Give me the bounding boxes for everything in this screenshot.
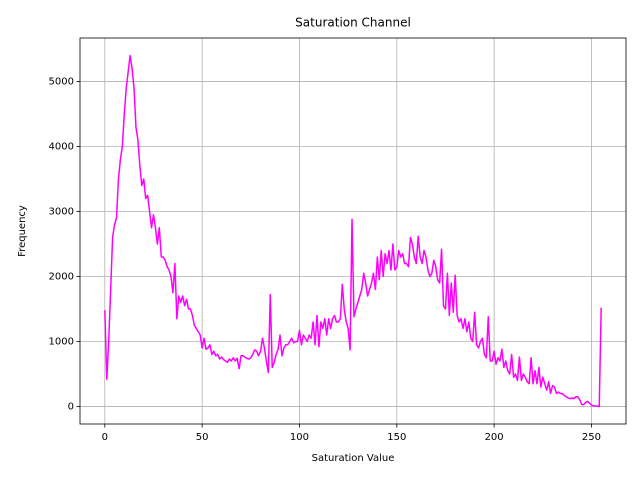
y-tick-label: 1000: [49, 336, 74, 347]
x-tick-label: 200: [485, 432, 504, 443]
y-tick-label: 0: [68, 401, 74, 412]
y-tick-label: 3000: [49, 207, 74, 218]
series-line: [104, 54, 602, 408]
y-tick-label: 5000: [49, 77, 74, 88]
y-axis-label: Frequency: [17, 205, 28, 257]
x-axis-label: Saturation Value: [312, 453, 395, 464]
x-tick-label: 250: [582, 432, 601, 443]
y-tick-label: 2000: [49, 271, 74, 282]
chart-title: Saturation Channel: [295, 16, 411, 30]
x-tick-label: 0: [102, 432, 108, 443]
plot-frame: [79, 37, 627, 425]
x-tick-label: 50: [196, 432, 209, 443]
x-tick-label: 150: [387, 432, 406, 443]
x-tick-label: 100: [290, 432, 309, 443]
y-tick-label: 4000: [49, 142, 74, 153]
